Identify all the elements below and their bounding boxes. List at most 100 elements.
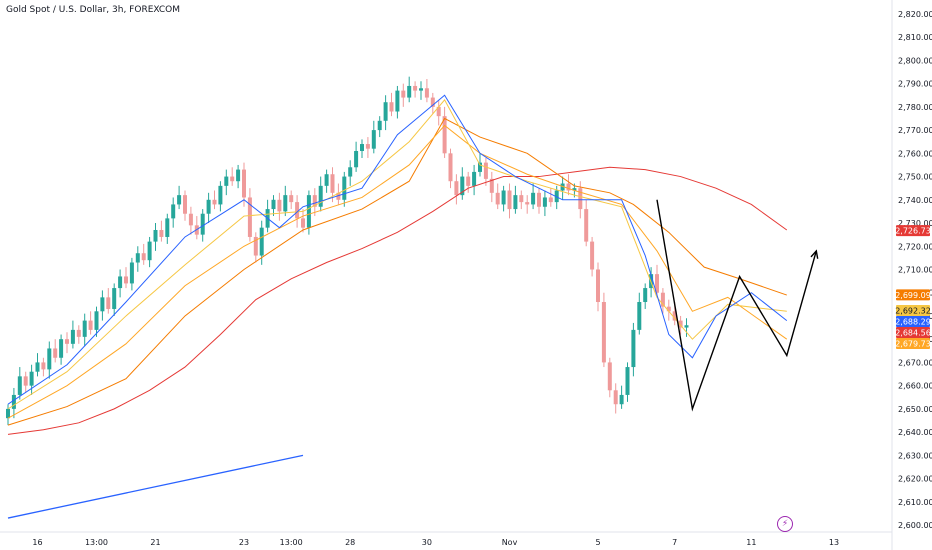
candle-body [53, 348, 58, 358]
candle-body [165, 218, 170, 237]
y-tick-label: 2,730.00 [898, 219, 932, 228]
candle-body [188, 213, 193, 226]
price-tag: 2,684.56 [895, 327, 931, 339]
candle-body [519, 195, 524, 203]
candle-body [112, 288, 117, 309]
candle-body [483, 162, 488, 179]
candle-body [354, 151, 359, 168]
candle-body [407, 85, 412, 98]
candle-body [159, 229, 164, 237]
price-tag-label: 2,692.32 [895, 307, 931, 316]
candle-body [236, 169, 241, 182]
candle-body [206, 199, 211, 214]
candle-body [442, 116, 447, 154]
x-tick-label: 11 [746, 538, 756, 547]
y-tick-label: 2,620.00 [898, 475, 932, 484]
candle-body [230, 176, 235, 182]
candle-body [336, 192, 341, 200]
candle-body [625, 367, 630, 395]
x-tick-label: 13 [829, 538, 839, 547]
candle-body [153, 229, 158, 242]
candle-body [17, 376, 22, 395]
x-tick-label: 5 [595, 538, 600, 547]
y-tick-label: 2,790.00 [898, 80, 932, 89]
candle-body [678, 320, 683, 328]
candle-body [507, 190, 512, 210]
candle-body [100, 297, 105, 312]
moving-average-line-3 [7, 124, 788, 419]
candle-body [377, 120, 382, 131]
lightning-icon[interactable]: ⚡ [777, 516, 793, 532]
moving-average-line-1 [7, 166, 788, 435]
candle-body [301, 218, 305, 228]
candle-body [454, 181, 459, 196]
price-tag-bg [896, 289, 930, 301]
x-tick-label: 30 [422, 538, 432, 547]
candle-body [489, 178, 494, 193]
candle-body [41, 362, 46, 370]
candle-body [295, 202, 300, 219]
candle-body [590, 241, 595, 270]
x-tick-label: 13:00 [85, 538, 108, 547]
candle-body [383, 102, 388, 121]
candle-body [365, 144, 370, 149]
candle-body [371, 130, 376, 149]
candle-body [413, 85, 418, 91]
candle-body [460, 176, 465, 196]
y-tick-label: 2,800.00 [898, 56, 932, 65]
candle-body [578, 188, 583, 210]
candle-body [82, 320, 87, 337]
candle-body [29, 371, 34, 386]
y-tick-label: 2,750.00 [898, 173, 932, 182]
projection-arrowhead [810, 249, 819, 259]
candle-body [395, 90, 400, 112]
candle-body [94, 311, 99, 330]
candle-body [596, 269, 600, 303]
candle-body [59, 339, 64, 358]
x-tick-label: 23 [239, 538, 249, 547]
candle-body [218, 185, 223, 205]
candle-body [655, 274, 659, 293]
candle-body [135, 253, 140, 263]
y-tick-label: 2,760.00 [898, 149, 932, 158]
price-tag: 2,688.29 [895, 316, 931, 328]
y-tick-label: 2,820.00 [898, 10, 932, 19]
candle-body [495, 192, 500, 205]
y-tick-label: 2,810.00 [898, 33, 932, 42]
candle-body [660, 292, 665, 307]
y-tick-label: 2,720.00 [898, 242, 932, 251]
price-tag-bg [896, 338, 930, 350]
candle-body [501, 190, 506, 205]
y-tick-label: 2,740.00 [898, 196, 932, 205]
candle-body [613, 390, 618, 405]
candle-body [684, 325, 689, 328]
candle-body [430, 97, 435, 107]
candle-body [566, 183, 571, 191]
candle-body [141, 253, 146, 261]
price-tag-label: 2,684.56 [895, 329, 931, 338]
candle-body [436, 106, 441, 117]
candle-body [289, 195, 294, 203]
price-tag-bg [896, 225, 930, 237]
price-tag-bg [896, 316, 930, 328]
moving-average-line-5 [7, 94, 788, 405]
candle-body [242, 169, 246, 198]
candle-body [513, 195, 518, 210]
candle-body [554, 190, 559, 203]
candle-body [472, 171, 477, 186]
x-tick-label: 16 [32, 538, 42, 547]
candle-body [389, 102, 394, 112]
candle-body [11, 394, 16, 409]
candle-body [129, 262, 134, 284]
candle-body [424, 88, 429, 98]
candle-body [666, 306, 671, 312]
candle-body [171, 204, 176, 219]
x-tick-label: 13:00 [280, 538, 303, 547]
candle-body [247, 197, 252, 237]
candle-body [401, 90, 406, 98]
price-tag: 2,692.32 [895, 305, 931, 317]
x-tick-label: Nov [502, 538, 518, 547]
candle-body [342, 176, 347, 200]
y-tick-label: 2,630.00 [898, 451, 932, 460]
